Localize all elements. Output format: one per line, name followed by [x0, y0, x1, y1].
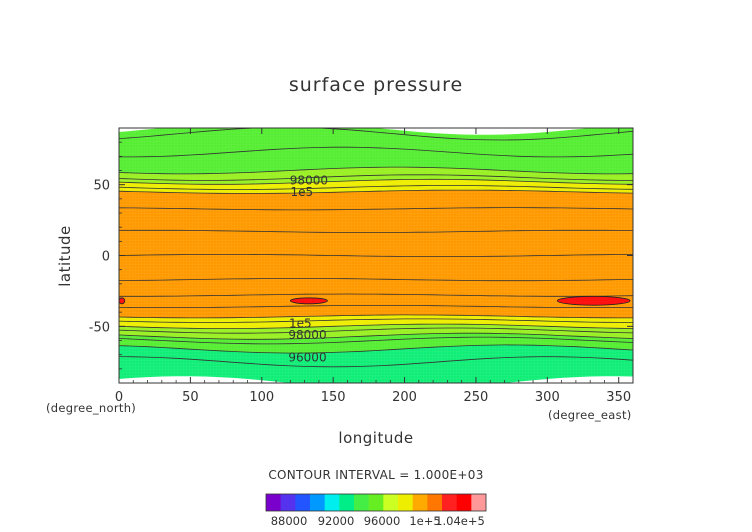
- colorbar-swatch-7: [368, 494, 384, 511]
- contour-label-1: 1e5: [290, 185, 313, 199]
- x-tick-label-6: 300: [535, 390, 560, 405]
- colorbar-swatch-3: [310, 494, 325, 511]
- high-region-0: [119, 297, 126, 305]
- colorbar-label-1: 92000: [318, 514, 355, 528]
- contour-line-8: [119, 305, 633, 308]
- colorbar: 88000 92000 96000 1e+51.04e+5: [265, 493, 487, 528]
- x-tick-label-4: 200: [392, 390, 417, 405]
- x-axis-ticks: 0 50 100 150 200 250 300 350: [115, 128, 631, 405]
- contour-label-4: 96000: [288, 351, 326, 365]
- contour-line-17: [119, 174, 633, 181]
- colorbar-swatch-10: [412, 494, 428, 511]
- colorbar-swatch-0: [266, 494, 281, 511]
- contour-label-3: 98000: [288, 328, 326, 342]
- y-tick-label-2: -50: [89, 320, 110, 335]
- contour-line-10: [119, 278, 633, 282]
- y-unit-label: (degree_north): [46, 401, 136, 415]
- colorbar-swatch-5: [339, 494, 355, 511]
- colorbar-label-2: 96000: [364, 514, 401, 528]
- contour-line-19: [119, 146, 633, 158]
- contour-line-9: [119, 293, 633, 297]
- colorbar-swatch-12: [442, 494, 457, 511]
- high-region-2: [556, 295, 631, 306]
- contour-interval: CONTOUR INTERVAL = 1.000E+03: [268, 468, 483, 482]
- colorbar-swatch-9: [398, 494, 413, 511]
- contour-line-2: [119, 336, 633, 345]
- colorbar-swatch-8: [383, 494, 399, 511]
- contour-line-7: [119, 314, 633, 319]
- contour-line-16: [119, 178, 633, 185]
- chart-title: surface pressure: [289, 74, 463, 96]
- x-axis-label: longitude: [338, 429, 413, 447]
- x-tick-label-0: 0: [115, 390, 123, 405]
- contour-line-1: [119, 344, 633, 354]
- colorbar-label-0: 88000: [271, 514, 308, 528]
- contour-line-11: [119, 254, 633, 257]
- contour-lines: [119, 128, 633, 368]
- contour-line-20: [119, 128, 633, 141]
- colorbar-swatch-13: [456, 494, 472, 511]
- contour-line-4: [119, 327, 633, 334]
- contour-line-13: [119, 207, 633, 211]
- colorbar-label-4: 1.04e+5: [435, 514, 485, 528]
- contour-line-12: [119, 229, 633, 233]
- contour-label-2: 1e5: [289, 317, 312, 331]
- y-tick-label-1: 0: [102, 250, 110, 265]
- x-tick-label-2: 100: [249, 390, 274, 405]
- high-region-1: [289, 297, 328, 305]
- colorbar-swatch-2: [295, 494, 311, 511]
- contour-line-14: [119, 189, 633, 194]
- y-axis-ticks: 50 0 -50: [89, 141, 633, 370]
- colorbar-frame: [265, 493, 487, 512]
- colorbar-swatch-1: [280, 494, 296, 511]
- contour-line-15: [119, 185, 633, 190]
- colorbar-swatch-6: [354, 494, 369, 511]
- x-tick-label-7: 350: [606, 390, 631, 405]
- colorbar-swatch-14: [471, 494, 487, 511]
- y-axis-label: latitude: [56, 225, 74, 287]
- colorbar-swatch-11: [427, 494, 443, 511]
- contour-line-3: [119, 332, 633, 340]
- x-unit-label: (degree_east): [548, 408, 632, 422]
- colorbar-label-3: 1e+5: [409, 514, 440, 528]
- y-tick-label-0: 50: [93, 179, 110, 194]
- contour-line-6: [119, 318, 633, 323]
- x-tick-label-1: 50: [182, 390, 199, 405]
- colorbar-swatch-4: [324, 494, 340, 511]
- high-pressure-regions: [119, 295, 631, 306]
- contour-line-0: [119, 356, 633, 368]
- contour-label-0: 98000: [290, 173, 328, 187]
- contour-line-18: [119, 166, 633, 175]
- contour-line-5: [119, 323, 633, 329]
- x-tick-label-3: 150: [321, 390, 346, 405]
- x-tick-label-5: 250: [464, 390, 489, 405]
